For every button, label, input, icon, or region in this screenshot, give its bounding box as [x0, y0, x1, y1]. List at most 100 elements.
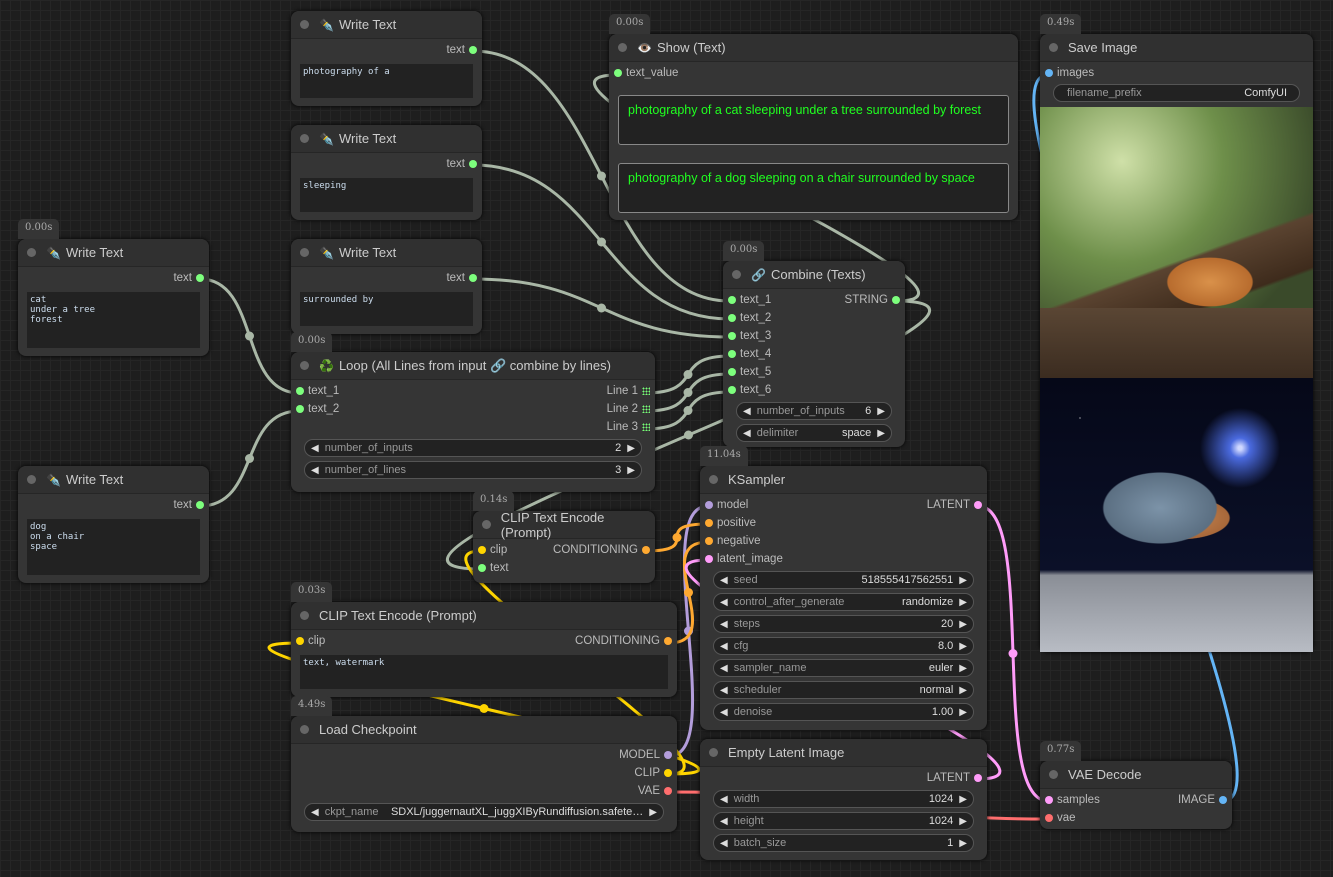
decrement-arrow-icon[interactable]: ◀	[720, 684, 728, 696]
node-header[interactable]: ✒️ Write Text	[18, 466, 209, 494]
decrement-arrow-icon[interactable]: ◀	[720, 837, 728, 849]
output-slot-CLIP[interactable]: CLIP	[634, 764, 677, 782]
input-slot-vae[interactable]: vae	[1040, 809, 1076, 827]
widget-ckpt_name[interactable]: ◀ ckpt_name SDXL/juggernautXL_juggXIByRund…	[304, 803, 664, 821]
text-input[interactable]: dog on a chair space	[27, 519, 200, 575]
input-slot-text_4[interactable]: text_4	[723, 345, 771, 363]
text-connector-dot-icon[interactable]	[196, 501, 204, 509]
output-slot-IMAGE[interactable]: IMAGE	[1178, 791, 1232, 809]
input-slot-text_1[interactable]: text_1	[291, 382, 339, 400]
IMAGE-connector-dot-icon[interactable]	[1219, 796, 1227, 804]
widget-delimiter[interactable]: ◀ delimiter space ▶	[736, 424, 892, 442]
link-midpoint-handle[interactable]	[245, 454, 254, 463]
node-header[interactable]: KSampler	[700, 466, 987, 494]
widget-batch_size[interactable]: ◀ batch_size 1 ▶	[713, 834, 974, 852]
text-connector-dot-icon[interactable]	[469, 160, 477, 168]
collapse-dot-icon[interactable]	[618, 43, 627, 52]
widget-number_of_lines[interactable]: ◀ number_of_lines 3 ▶	[304, 461, 642, 479]
output-slot-STRING[interactable]: STRING	[845, 291, 905, 309]
text-connector-dot-icon[interactable]	[469, 274, 477, 282]
input-slot-samples[interactable]: samples	[1040, 791, 1100, 809]
widget-filename_prefix[interactable]: filename_prefix ComfyUI	[1053, 84, 1300, 102]
increment-arrow-icon[interactable]: ▶	[877, 405, 885, 417]
decrement-arrow-icon[interactable]: ◀	[311, 442, 319, 454]
widget-height[interactable]: ◀ height 1024 ▶	[713, 812, 974, 830]
widget-number_of_inputs[interactable]: ◀ number_of_inputs 2 ▶	[304, 439, 642, 457]
link-midpoint-handle[interactable]	[683, 370, 693, 379]
increment-arrow-icon[interactable]: ▶	[627, 464, 635, 476]
node-vae[interactable]: 0.77s VAE Decode samples vae IMAGE	[1040, 741, 1232, 829]
node-loop[interactable]: 0.00s ♻️ Loop (All Lines from input 🔗 comb…	[291, 332, 655, 492]
collapse-dot-icon[interactable]	[709, 748, 718, 757]
collapse-dot-icon[interactable]	[482, 520, 491, 529]
node-clip1[interactable]: 0.14s CLIP Text Encode (Prompt) clip text CO…	[473, 491, 655, 583]
clip-connector-dot-icon[interactable]	[296, 637, 304, 645]
output-text-display[interactable]: photography of a cat sleeping under a tr…	[618, 95, 1009, 145]
collapse-dot-icon[interactable]	[27, 475, 36, 484]
decrement-arrow-icon[interactable]: ◀	[720, 596, 728, 608]
node-header[interactable]: CLIP Text Encode (Prompt)	[473, 510, 655, 540]
images-connector-dot-icon[interactable]	[1045, 69, 1053, 77]
text-connector-dot-icon[interactable]	[196, 274, 204, 282]
widget-seed[interactable]: ◀ seed 518555417562551 ▶	[713, 571, 974, 589]
STRING-connector-dot-icon[interactable]	[892, 296, 900, 304]
collapse-dot-icon[interactable]	[27, 248, 36, 257]
link-midpoint-handle[interactable]	[1008, 649, 1018, 658]
decrement-arrow-icon[interactable]: ◀	[720, 618, 728, 630]
text-input[interactable]: sleeping	[300, 178, 473, 212]
generated-image-cat[interactable]	[1040, 107, 1313, 378]
node-wt5[interactable]: ✒️ Write Text text dog on a chair space	[18, 466, 209, 583]
text-connector-dot-icon[interactable]	[478, 564, 486, 572]
decrement-arrow-icon[interactable]: ◀	[311, 806, 319, 818]
MODEL-connector-dot-icon[interactable]	[664, 751, 672, 759]
text-link[interactable]	[645, 390, 731, 431]
clip-connector-dot-icon[interactable]	[478, 546, 486, 554]
increment-arrow-icon[interactable]: ▶	[649, 806, 657, 818]
node-ksampler[interactable]: 11.04s KSampler model positive negative laten…	[700, 446, 987, 730]
output-slot-CONDITIONING[interactable]: CONDITIONING	[553, 541, 655, 559]
list-grid-icon[interactable]	[642, 423, 650, 431]
node-combine[interactable]: 0.00s 🔗 Combine (Texts) text_1 text_2 text_3 t…	[723, 241, 905, 447]
node-header[interactable]: ♻️ Loop (All Lines from input 🔗 combine b…	[291, 352, 655, 380]
collapse-dot-icon[interactable]	[300, 725, 309, 734]
decrement-arrow-icon[interactable]: ◀	[720, 574, 728, 586]
decrement-arrow-icon[interactable]: ◀	[720, 706, 728, 718]
output-slot-Line 1[interactable]: Line 1	[607, 382, 655, 400]
output-slot-MODEL[interactable]: MODEL	[619, 746, 677, 764]
conditioning-link[interactable]	[645, 522, 709, 553]
input-slot-text_3[interactable]: text_3	[723, 327, 771, 345]
text-link[interactable]	[199, 277, 300, 395]
node-wt2[interactable]: ✒️ Write Text text sleeping	[291, 125, 482, 220]
collapse-dot-icon[interactable]	[300, 611, 309, 620]
widget-steps[interactable]: ◀ steps 20 ▶	[713, 615, 974, 633]
link-midpoint-handle[interactable]	[684, 588, 693, 597]
positive-connector-dot-icon[interactable]	[705, 519, 713, 527]
increment-arrow-icon[interactable]: ▶	[627, 442, 635, 454]
input-slot-text_value[interactable]: text_value	[609, 64, 678, 82]
output-slot-text[interactable]: text	[446, 41, 482, 59]
text-link[interactable]	[645, 372, 731, 413]
output-slot-Line 3[interactable]: Line 3	[607, 418, 655, 436]
text-input[interactable]: cat under a tree forest	[27, 292, 200, 348]
output-slot-LATENT[interactable]: LATENT	[927, 769, 987, 787]
CLIP-connector-dot-icon[interactable]	[664, 769, 672, 777]
output-slot-Line 2[interactable]: Line 2	[607, 400, 655, 418]
decrement-arrow-icon[interactable]: ◀	[743, 405, 751, 417]
input-slot-text[interactable]: text	[473, 559, 509, 577]
increment-arrow-icon[interactable]: ▶	[959, 640, 967, 652]
node-wt4[interactable]: 0.00s ✒️ Write Text text cat under a tree fo…	[18, 219, 209, 356]
decrement-arrow-icon[interactable]: ◀	[743, 427, 751, 439]
input-slot-latent_image[interactable]: latent_image	[700, 550, 783, 568]
decrement-arrow-icon[interactable]: ◀	[720, 662, 728, 674]
input-slot-images[interactable]: images	[1040, 64, 1094, 82]
text_3-connector-dot-icon[interactable]	[728, 332, 736, 340]
model-connector-dot-icon[interactable]	[705, 501, 713, 509]
node-latent[interactable]: Empty Latent Image LATENT ◀ width 1024 ▶ ◀ heig…	[700, 739, 987, 860]
output-slot-VAE[interactable]: VAE	[638, 782, 677, 800]
widget-sampler_name[interactable]: ◀ sampler_name euler ▶	[713, 659, 974, 677]
input-slot-positive[interactable]: positive	[700, 514, 756, 532]
widget-cfg[interactable]: ◀ cfg 8.0 ▶	[713, 637, 974, 655]
link-midpoint-handle[interactable]	[597, 237, 606, 247]
node-wt3[interactable]: ✒️ Write Text text surrounded by	[291, 239, 482, 334]
decrement-arrow-icon[interactable]: ◀	[720, 815, 728, 827]
